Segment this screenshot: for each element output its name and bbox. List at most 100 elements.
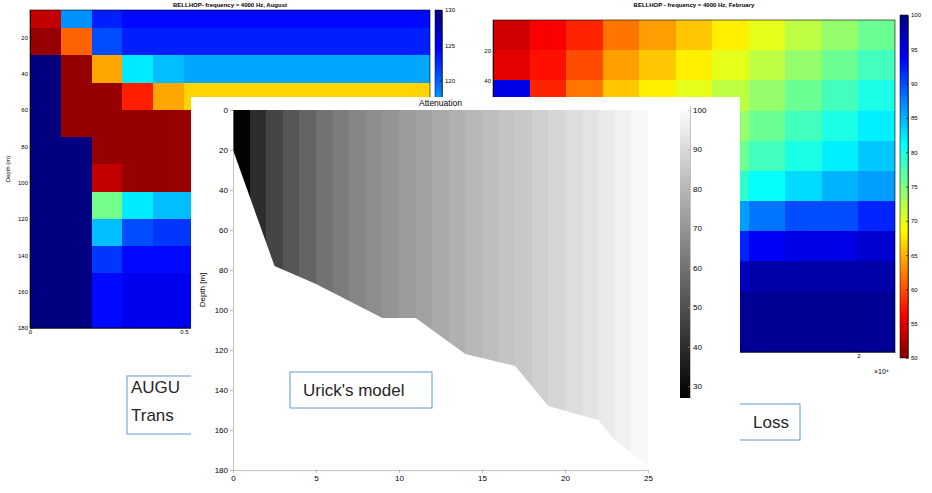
y-axis-tick-mark bbox=[30, 110, 33, 111]
heatmap-cell bbox=[122, 164, 153, 192]
heatmap-cell bbox=[749, 171, 786, 202]
heatmap-cell bbox=[676, 50, 713, 81]
y-axis-tick: 20 bbox=[484, 48, 496, 54]
heatmap-cell bbox=[749, 261, 786, 292]
colorbar-axis-tick: 60 bbox=[688, 264, 702, 273]
heatmap-cell bbox=[184, 10, 215, 29]
colorbar-axis-tick: 85 bbox=[906, 115, 918, 121]
colorbar-axis-tick-mark bbox=[688, 149, 690, 150]
heatmap-cell bbox=[749, 201, 786, 232]
colorbar-axis-tick: 90 bbox=[906, 81, 918, 87]
heatmap-cells bbox=[233, 110, 648, 470]
heatmap-cell bbox=[30, 137, 61, 165]
y-axis-tick-mark bbox=[230, 470, 233, 471]
colorbar-axis-line bbox=[690, 107, 691, 399]
heatmap-cell bbox=[749, 111, 786, 142]
heatmap-cell bbox=[749, 231, 786, 262]
heatmap-cell bbox=[858, 111, 895, 142]
y-axis-tick-label: 40 bbox=[21, 71, 28, 77]
y-axis-tick-mark bbox=[30, 37, 33, 38]
y-axis-title: Depth [m] bbox=[198, 273, 207, 308]
colorbar-axis-tick-label: 60 bbox=[693, 264, 702, 273]
heatmap-cell bbox=[307, 55, 338, 83]
heatmap-cell bbox=[30, 28, 61, 56]
heatmap-cell bbox=[822, 322, 859, 352]
colorbar-axis-tick: 65 bbox=[906, 253, 918, 259]
heatmap-cell bbox=[122, 110, 153, 138]
x-axis-tick-label: 20 bbox=[561, 474, 570, 483]
colorbar-axis-tick-mark bbox=[440, 81, 442, 82]
heatmap-cell bbox=[603, 50, 640, 81]
x-axis-tick-label: 15 bbox=[478, 474, 487, 483]
heatmap-cell bbox=[61, 246, 92, 274]
heatmap-cell bbox=[631, 110, 648, 470]
heatmap-cell bbox=[92, 83, 123, 111]
x-axis-tick-label: 25 bbox=[644, 474, 653, 483]
colorbar-axis-tick-label: 65 bbox=[911, 253, 918, 259]
colorbar-axis-tick-label: 90 bbox=[911, 81, 918, 87]
heatmap-cell bbox=[858, 171, 895, 202]
y-axis-tick-mark bbox=[30, 219, 33, 220]
colorbar-axis-tick-label: 85 bbox=[911, 115, 918, 121]
y-axis-tick-mark bbox=[30, 183, 33, 184]
heatmap-cell bbox=[30, 273, 61, 301]
heatmap-cell bbox=[61, 273, 92, 301]
heatmap-cell bbox=[493, 50, 530, 81]
heatmap-cell bbox=[122, 83, 153, 111]
heatmap-cell bbox=[749, 80, 786, 111]
heatmap-cell bbox=[153, 137, 184, 165]
heatmap-cell bbox=[307, 28, 338, 56]
y-axis-tick-label: 160 bbox=[18, 289, 29, 295]
colorbar-axis-tick: 100 bbox=[688, 106, 707, 115]
x-axis-tick: 0.5 bbox=[180, 325, 189, 335]
x-axis-tick-mark bbox=[482, 470, 483, 473]
text-box: Urick's model bbox=[290, 372, 432, 408]
heatmap-cell bbox=[749, 50, 786, 81]
y-axis-tick-mark bbox=[230, 110, 233, 111]
heatmap-cell bbox=[785, 171, 822, 202]
colorbar-axis-tick-mark bbox=[688, 307, 690, 308]
y-axis-tick: 40 bbox=[484, 78, 496, 84]
colorbar-axis-tick-mark bbox=[440, 45, 442, 46]
heatmap-cell bbox=[338, 28, 369, 56]
y-axis-tick-label: 20 bbox=[484, 48, 491, 54]
y-axis-tick: 140 bbox=[215, 386, 233, 395]
heatmap-cell bbox=[822, 20, 859, 51]
y-axis-tick-label: 60 bbox=[21, 107, 28, 113]
colorbar-axis-tick-mark bbox=[906, 15, 908, 16]
heatmap-cell bbox=[338, 55, 369, 83]
heatmap-cell bbox=[92, 192, 123, 220]
slide: 00.520406080100120140160180BELLHOP- freq… bbox=[0, 0, 932, 493]
heatmap-cell bbox=[122, 219, 153, 247]
text-box-label: Trans bbox=[131, 406, 174, 425]
colorbar-axis-tick: 60 bbox=[906, 287, 918, 293]
colorbar-axis-tick: 125 bbox=[440, 43, 456, 49]
colorbar-axis-tick-mark bbox=[906, 221, 908, 222]
heatmap-cell bbox=[61, 219, 92, 247]
colorbar-axis-line bbox=[908, 16, 909, 359]
y-axis-tick-label: 60 bbox=[219, 226, 228, 235]
heatmap-cell bbox=[749, 322, 786, 352]
heatmap-cell bbox=[30, 219, 61, 247]
heatmap-cell bbox=[822, 231, 859, 262]
heatmap-cell bbox=[153, 164, 184, 192]
heatmap-cell bbox=[276, 28, 307, 56]
heatmap-cell bbox=[822, 201, 859, 232]
y-axis-tick-mark bbox=[230, 270, 233, 271]
heatmap-cell bbox=[858, 201, 895, 232]
colorbar-axis-tick: 80 bbox=[906, 150, 918, 156]
colorbar-axis-tick: 75 bbox=[906, 184, 918, 190]
heatmap-cell bbox=[153, 55, 184, 83]
heatmap-cell bbox=[368, 55, 399, 83]
y-axis-tick-mark bbox=[230, 390, 233, 391]
colorbar-axis-tick: 55 bbox=[906, 321, 918, 327]
colorbar-axis-tick-mark bbox=[906, 152, 908, 153]
y-axis-tick: 160 bbox=[215, 426, 233, 435]
colorbar-axis-tick: 30 bbox=[688, 382, 702, 391]
colorbar bbox=[900, 15, 908, 358]
heatmap-cell bbox=[92, 55, 123, 83]
heatmap-cell bbox=[61, 55, 92, 83]
heatmap-cell bbox=[368, 28, 399, 56]
colorbar-axis-tick-mark bbox=[688, 386, 690, 387]
y-axis-tick: 100 bbox=[18, 180, 33, 186]
